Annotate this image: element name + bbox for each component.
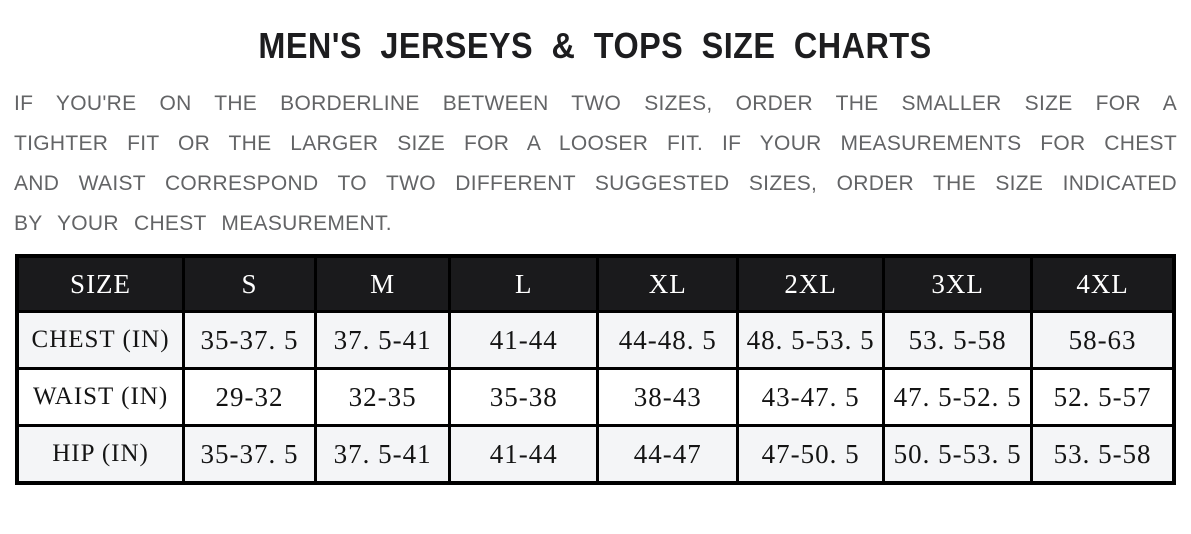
intro-line-1: IF YOU'RE ON THE BORDERLINE BETWEEN TWO … [14, 92, 1177, 115]
cell-chest-xl: 44-48. 5 [596, 310, 740, 370]
page-title: MEN'S JERSEYS & TOPS SIZE CHARTS [0, 24, 1191, 68]
intro-line-2: TIGHTER FIT OR THE LARGER SIZE FOR A LOO… [14, 132, 1177, 155]
intro-line-4: BY YOUR CHEST MEASUREMENT. [14, 212, 392, 235]
header-cell-3xl: 3XL [882, 254, 1034, 313]
cell-chest-4xl: 58-63 [1030, 310, 1176, 370]
cell-hip-xl: 44-47 [596, 424, 740, 485]
cell-hip-2xl: 47-50. 5 [736, 424, 886, 485]
cell-hip-m: 37. 5-41 [313, 424, 452, 485]
cell-waist-s: 29-32 [182, 367, 317, 427]
page-title-text: MEN'S JERSEYS & TOPS SIZE CHARTS [258, 25, 933, 66]
header-cell-xl: XL [596, 254, 740, 313]
size-table: SIZE S M L XL 2XL 3XL 4XL CHEST (IN) 35-… [15, 254, 1176, 485]
header-cell-4xl: 4XL [1030, 254, 1176, 313]
cell-waist-xl: 38-43 [596, 367, 740, 427]
header-cell-2xl: 2XL [736, 254, 886, 313]
cell-hip-l: 41-44 [448, 424, 600, 485]
size-table-header-row: SIZE S M L XL 2XL 3XL 4XL [15, 254, 1176, 313]
intro-paragraph: IF YOU'RE ON THE BORDERLINE BETWEEN TWO … [14, 84, 1177, 244]
cell-chest-3xl: 53. 5-58 [882, 310, 1034, 370]
cell-chest-l: 41-44 [448, 310, 600, 370]
cell-chest-m: 37. 5-41 [313, 310, 452, 370]
header-cell-l: L [448, 254, 600, 313]
cell-waist-l: 35-38 [448, 367, 600, 427]
row-label-hip: HIP (IN) [15, 424, 186, 485]
table-row-chest: CHEST (IN) 35-37. 5 37. 5-41 41-44 44-48… [15, 310, 1176, 370]
cell-waist-2xl: 43-47. 5 [736, 367, 886, 427]
header-cell-size: SIZE [15, 254, 186, 313]
cell-waist-m: 32-35 [313, 367, 452, 427]
cell-chest-s: 35-37. 5 [182, 310, 317, 370]
row-label-waist: WAIST (IN) [15, 367, 186, 427]
cell-hip-3xl: 50. 5-53. 5 [882, 424, 1034, 485]
table-row-waist: WAIST (IN) 29-32 32-35 35-38 38-43 43-47… [15, 367, 1176, 427]
cell-waist-4xl: 52. 5-57 [1030, 367, 1176, 427]
row-label-chest: CHEST (IN) [15, 310, 186, 370]
size-chart-page: MEN'S JERSEYS & TOPS SIZE CHARTS IF YOU'… [0, 24, 1191, 485]
cell-hip-4xl: 53. 5-58 [1030, 424, 1176, 485]
header-cell-s: S [182, 254, 317, 313]
cell-chest-2xl: 48. 5-53. 5 [736, 310, 886, 370]
header-cell-m: M [313, 254, 452, 313]
intro-line-3: AND WAIST CORRESPOND TO TWO DIFFERENT SU… [14, 172, 1177, 195]
table-row-hip: HIP (IN) 35-37. 5 37. 5-41 41-44 44-47 4… [15, 424, 1176, 485]
cell-waist-3xl: 47. 5-52. 5 [882, 367, 1034, 427]
cell-hip-s: 35-37. 5 [182, 424, 317, 485]
